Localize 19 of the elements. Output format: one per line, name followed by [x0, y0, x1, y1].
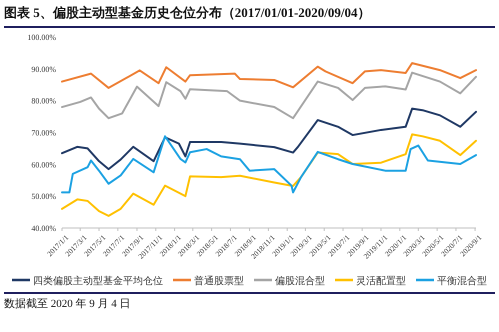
chart-title: 图表 5、偏股主动型基金历史仓位分布（2017/01/01-2020/09/04）	[4, 4, 495, 28]
y-tick-label: 70.00%	[31, 128, 56, 138]
y-tick-label: 60.00%	[31, 160, 56, 170]
y-tick-label: 80.00%	[31, 96, 56, 106]
text: 数据截至 2020 年 9 月 4 日	[4, 297, 132, 312]
y-tick-label: 40.00%	[31, 224, 56, 233]
legend-label: 四类偏股主动型基金平均仓位	[33, 275, 163, 287]
legend-label: 普通股票型	[194, 275, 244, 287]
legend-label: 灵活配置型	[356, 275, 406, 287]
y-tick-label: 50.00%	[31, 192, 56, 202]
legend-label: 偏股混合型	[275, 275, 325, 287]
line-series	[61, 135, 477, 194]
line-series	[61, 108, 477, 170]
line-series	[61, 62, 477, 89]
y-tick-label: 100.00%	[27, 33, 56, 42]
y-tick-label: 90.00%	[31, 64, 56, 74]
line-series	[61, 72, 477, 120]
line-series	[61, 133, 477, 217]
legend-label: 平衡混合型	[437, 275, 487, 287]
